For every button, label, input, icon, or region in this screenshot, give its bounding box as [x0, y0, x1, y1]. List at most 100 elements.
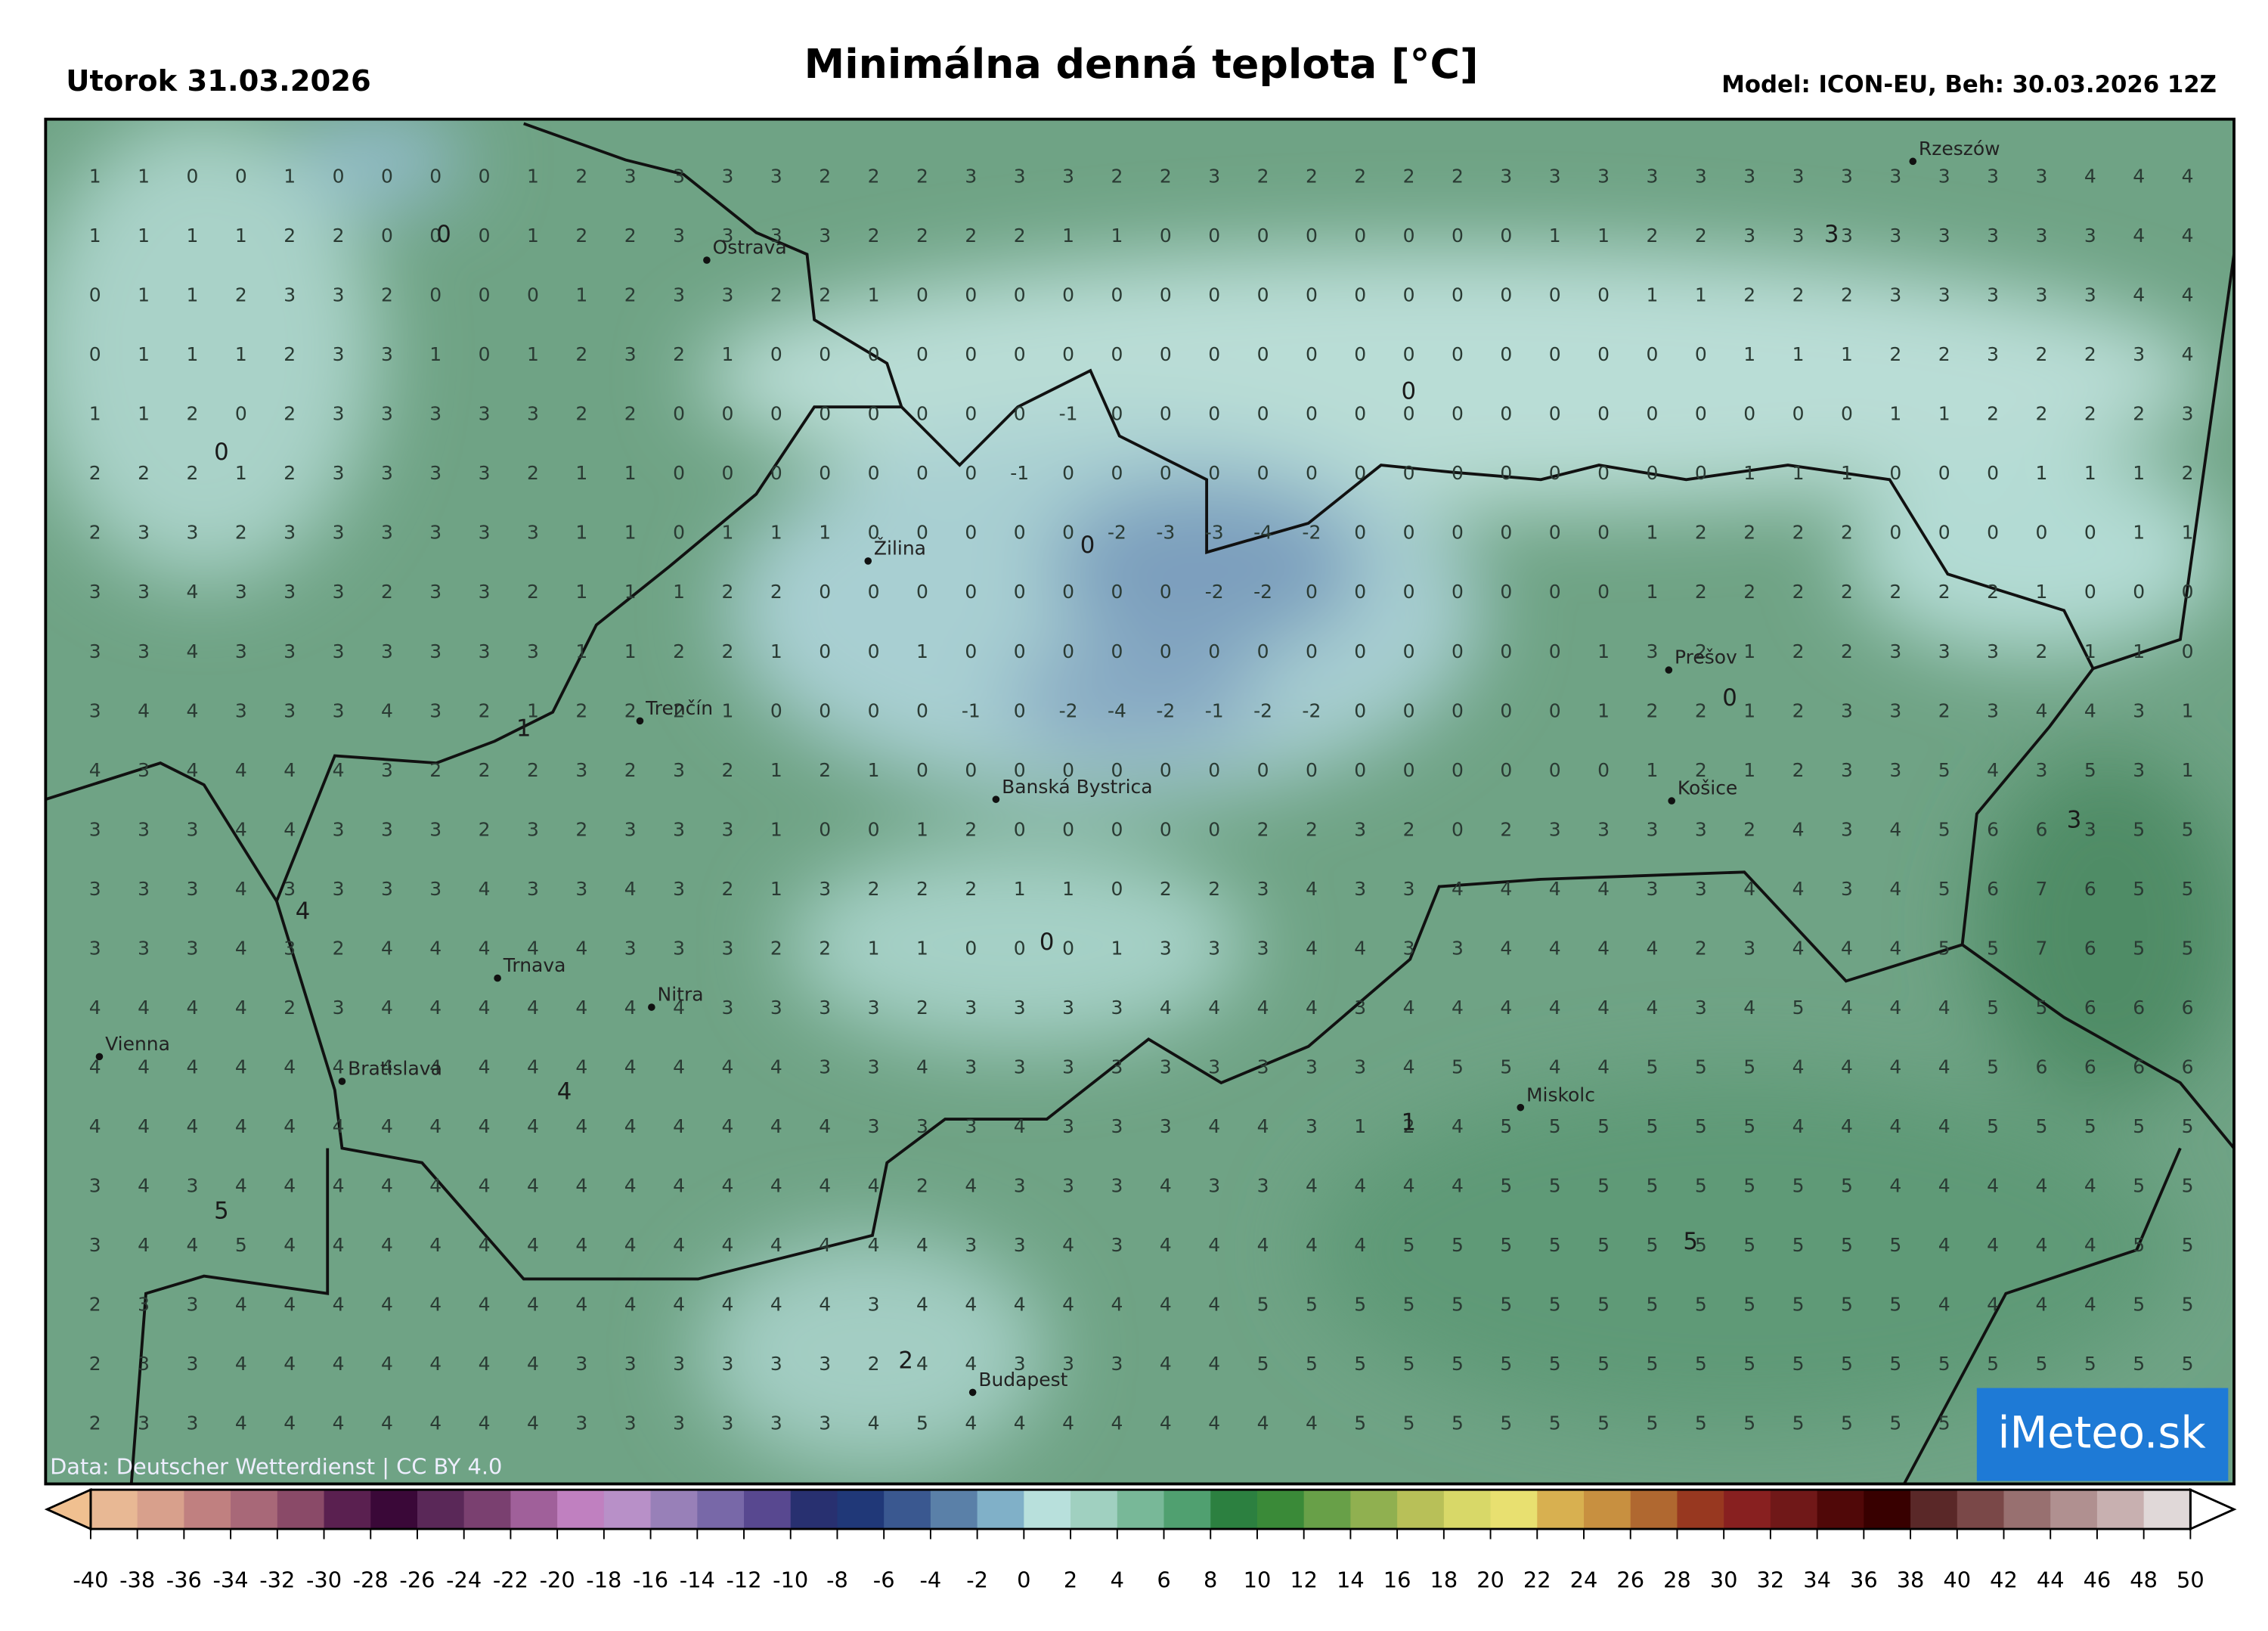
grid-value: 3 — [381, 878, 393, 900]
grid-value: 2 — [1695, 699, 1707, 721]
grid-value: 5 — [2035, 1353, 2047, 1375]
grid-value: 5 — [1452, 1056, 1464, 1078]
grid-value: 4 — [186, 1115, 198, 1137]
grid-value: 3 — [1500, 165, 1512, 187]
grid-value: 3 — [1841, 759, 1853, 781]
contour-label: 0 — [1722, 684, 1737, 712]
grid-value: 3 — [673, 225, 685, 247]
grid-value: 2 — [381, 581, 393, 603]
grid-value: 5 — [1792, 1175, 1805, 1197]
grid-value: 0 — [1306, 403, 1318, 425]
grid-value: 3 — [1647, 640, 1659, 662]
grid-value: 1 — [770, 878, 782, 900]
colorbar-tick-label: -38 — [119, 1567, 155, 1592]
grid-value: 0 — [1354, 640, 1366, 662]
grid-value: 3 — [1160, 1056, 1172, 1078]
colorbar-tick-label: -26 — [399, 1567, 435, 1592]
colorbar-segment — [1024, 1490, 1072, 1530]
grid-value: 4 — [916, 1234, 928, 1256]
grid-value: 1 — [527, 225, 539, 247]
grid-value: 0 — [1889, 462, 1901, 484]
grid-value: 1 — [1111, 225, 1123, 247]
grid-value: 4 — [235, 1056, 247, 1078]
colorbar-tick-label: -16 — [633, 1567, 668, 1592]
grid-value: 1 — [138, 165, 150, 187]
grid-value: 4 — [1014, 1412, 1026, 1434]
grid-value: 4 — [1062, 1294, 1074, 1316]
grid-value: 4 — [235, 878, 247, 900]
grid-value: 5 — [1792, 997, 1805, 1019]
grid-value: 1 — [2182, 522, 2194, 544]
grid-value: 1 — [235, 343, 247, 365]
grid-value: 4 — [1647, 997, 1659, 1019]
grid-value: 4 — [1160, 1294, 1172, 1316]
city-dot — [968, 1388, 977, 1397]
grid-value: 0 — [770, 699, 782, 721]
grid-value: 4 — [186, 759, 198, 781]
grid-value: 1 — [916, 937, 928, 959]
grid-value: 5 — [1647, 1234, 1659, 1256]
grid-value: 4 — [138, 1175, 150, 1197]
grid-value: 0 — [770, 403, 782, 425]
grid-value: 4 — [575, 997, 587, 1019]
grid-value: 0 — [1500, 225, 1512, 247]
grid-value: 0 — [2133, 581, 2145, 603]
grid-value: 5 — [1841, 1353, 1853, 1375]
grid-value: 1 — [624, 462, 637, 484]
colorbar-segment — [137, 1490, 185, 1530]
grid-value: 1 — [1354, 1115, 1366, 1137]
grid-value: 4 — [381, 1412, 393, 1434]
city-dot — [636, 717, 644, 725]
grid-value: 4 — [1160, 1234, 1172, 1256]
city-label: Miskolc — [1526, 1084, 1595, 1105]
grid-value: 3 — [429, 878, 442, 900]
grid-value: 4 — [2035, 1294, 2047, 1316]
grid-value: 0 — [868, 640, 880, 662]
grid-value: 4 — [186, 699, 198, 721]
grid-value: 3 — [429, 522, 442, 544]
grid-value: 0 — [1306, 759, 1318, 781]
grid-value: 5 — [1647, 1056, 1659, 1078]
grid-value: 2 — [1403, 818, 1415, 840]
grid-value: 2 — [333, 225, 345, 247]
grid-value: 3 — [1306, 1115, 1318, 1137]
grid-value: 4 — [284, 1353, 296, 1375]
grid-value: 2 — [1938, 343, 1950, 365]
grid-value: 0 — [1549, 343, 1561, 365]
grid-value: 5 — [1841, 1234, 1853, 1256]
grid-value: 0 — [1306, 462, 1318, 484]
grid-value: 5 — [1647, 1353, 1659, 1375]
grid-value: 3 — [1695, 878, 1707, 900]
grid-value: 3 — [1354, 1056, 1366, 1078]
grid-value: 3 — [1257, 1175, 1269, 1197]
grid-value: 3 — [916, 1115, 928, 1137]
grid-value: 2 — [722, 640, 734, 662]
grid-value: 1 — [819, 522, 831, 544]
colorbar-tick-label: 12 — [1290, 1567, 1318, 1592]
grid-value: 2 — [284, 403, 296, 425]
grid-value: 3 — [1743, 225, 1755, 247]
borders — [45, 122, 2235, 1484]
grid-value: 4 — [429, 1175, 442, 1197]
grid-value: 3 — [479, 581, 491, 603]
grid-value: 0 — [916, 403, 928, 425]
grid-value: 1 — [624, 581, 637, 603]
grid-value: 0 — [1597, 284, 1610, 306]
grid-value: 3 — [1208, 1175, 1220, 1197]
grid-value: 0 — [2182, 640, 2194, 662]
grid-value: 2 — [916, 165, 928, 187]
grid-value: 3 — [1403, 878, 1415, 900]
grid-value: 5 — [1647, 1294, 1659, 1316]
grid-value: 3 — [2084, 225, 2096, 247]
grid-value: 5 — [1403, 1234, 1415, 1256]
grid-value: 3 — [186, 1412, 198, 1434]
grid-value: 4 — [2035, 1175, 2047, 1197]
grid-value: 2 — [284, 462, 296, 484]
grid-value: 4 — [186, 1234, 198, 1256]
grid-value: 4 — [722, 1175, 734, 1197]
grid-value: 0 — [1597, 462, 1610, 484]
grid-value: 5 — [2133, 1115, 2145, 1137]
grid-value: 3 — [2084, 818, 2096, 840]
grid-value: 0 — [1208, 225, 1220, 247]
grid-value: 3 — [1987, 165, 1999, 187]
